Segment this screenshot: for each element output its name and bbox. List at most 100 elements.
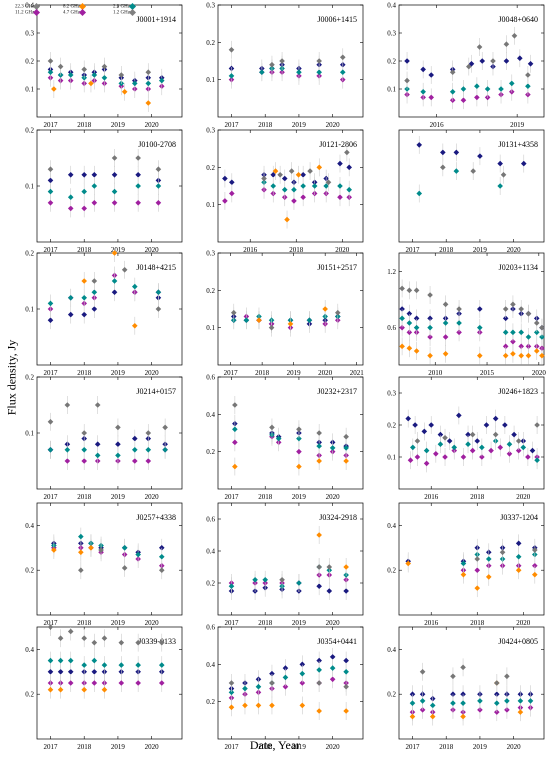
data-point-dark [497, 160, 503, 167]
data-point-orange [51, 86, 57, 92]
data-point-magenta [497, 444, 504, 451]
data-point-gray [155, 166, 162, 172]
x-tick-label: 2020 [145, 743, 160, 751]
data-point-orange [295, 172, 302, 178]
panel-J0337-1204: 0.2 0.4 2016 2018 2020 J0337-1204 [387, 502, 545, 627]
data-point-orange [272, 168, 279, 174]
data-point-teal [145, 80, 152, 87]
data-point-orange [322, 306, 328, 312]
x-tick-label: 2017 [224, 369, 239, 377]
data-point-magenta [525, 343, 532, 350]
data-point-teal [449, 89, 456, 95]
data-point-magenta [525, 454, 531, 460]
data-point-dark [67, 669, 74, 675]
data-point-teal [460, 86, 467, 92]
data-point-gray [525, 72, 531, 78]
data-point-magenta [131, 458, 138, 464]
data-point-orange [533, 348, 540, 354]
data-point-gray [101, 635, 108, 641]
data-point-gray [111, 155, 118, 161]
data-point-gray [47, 58, 54, 64]
data-point-dark [440, 149, 446, 156]
x-tick-label: 2020 [507, 246, 522, 254]
x-tick-label: 2018 [258, 743, 273, 751]
data-point-teal [343, 669, 349, 675]
data-point-dark [511, 431, 517, 438]
data-point-orange [517, 709, 524, 715]
data-point-teal [429, 702, 436, 709]
data-point-magenta [456, 329, 462, 336]
data-point-gray [296, 426, 302, 433]
y-tick-label: 0.1 [25, 430, 34, 438]
panel-J0131+4358: 2017 2018 2019 2020 J0131+4358 [398, 129, 545, 254]
data-point-teal [242, 685, 248, 692]
y-tick-label: 0.2 [206, 164, 215, 172]
data-point-teal [262, 577, 269, 583]
data-point-teal [409, 700, 416, 706]
data-point-gray [476, 44, 483, 50]
data-point-teal [406, 320, 413, 326]
x-tick-label: 2020 [326, 121, 341, 129]
data-point-dark [337, 160, 343, 167]
data-point-teal [510, 329, 516, 336]
data-point-gray [493, 680, 500, 686]
data-point-orange [131, 323, 138, 329]
data-point-teal [252, 577, 258, 583]
x-tick-label: 2017 [405, 246, 420, 254]
data-point-dark [115, 441, 121, 447]
y-tick-label: 0.2 [387, 58, 396, 66]
data-point-orange [88, 80, 94, 87]
panel-title: J0246+1823 [498, 387, 538, 396]
y-tick-label: 0.2 [25, 567, 34, 575]
x-tick-label: 2018 [77, 493, 92, 501]
data-point-gray [268, 324, 275, 331]
data-point-teal [296, 580, 302, 586]
panel-frame [398, 502, 545, 616]
panel-J0324-2918: 0.2 0.4 0.6 2017 2018 2019 2020 J0324-2918 [206, 502, 364, 627]
data-point-teal [437, 441, 444, 447]
legend-label: 8.2 GHz [63, 4, 80, 10]
x-tick-label: 2020 [516, 493, 531, 501]
data-point-teal [525, 83, 531, 89]
data-point-gray [121, 565, 128, 571]
data-point-teal [416, 190, 423, 197]
data-point-dark [453, 149, 460, 156]
data-point-dark [428, 422, 435, 428]
data-point-dark [502, 315, 509, 322]
y-tick-label: 0.1 [25, 306, 34, 314]
data-point-dark [111, 172, 118, 178]
data-point-dark [67, 311, 74, 318]
data-point-dark [282, 665, 289, 671]
data-point-orange [442, 351, 449, 357]
x-tick-label: 2017 [405, 743, 420, 751]
data-point-teal [506, 441, 513, 447]
data-point-gray [404, 77, 410, 84]
data-point-dark [502, 422, 508, 428]
data-point-teal [259, 69, 265, 75]
data-point-teal [101, 662, 108, 668]
data-point-gray [279, 577, 285, 583]
data-point-dark [229, 179, 235, 186]
data-point-dark [47, 177, 54, 184]
data-point-gray [118, 72, 125, 78]
data-point-gray [344, 149, 350, 156]
data-point-teal [118, 662, 125, 668]
x-tick-label: 2018 [77, 369, 92, 377]
data-point-magenta [67, 205, 74, 212]
data-point-gray [413, 287, 420, 294]
data-point-gray [427, 292, 433, 298]
data-point-teal [228, 689, 235, 696]
data-point-orange [427, 352, 433, 359]
data-point-magenta [510, 338, 516, 345]
y-tick-label: 0.4 [387, 2, 396, 10]
panel-title: J0257+4338 [136, 513, 176, 522]
panel-J0001+1914: 0.1 0.2 0.3 0.4 2017 2018 2019 2020 J0001+1914 [25, 2, 183, 129]
data-point-magenta [515, 447, 522, 454]
y-tick-label: 0.2 [206, 39, 215, 47]
legend-item: 11.2 GHz [15, 8, 42, 17]
data-point-gray [162, 424, 168, 431]
data-point-teal [67, 194, 74, 200]
data-point-teal [91, 72, 98, 78]
data-point-orange [518, 352, 525, 359]
data-point-teal [158, 553, 165, 560]
